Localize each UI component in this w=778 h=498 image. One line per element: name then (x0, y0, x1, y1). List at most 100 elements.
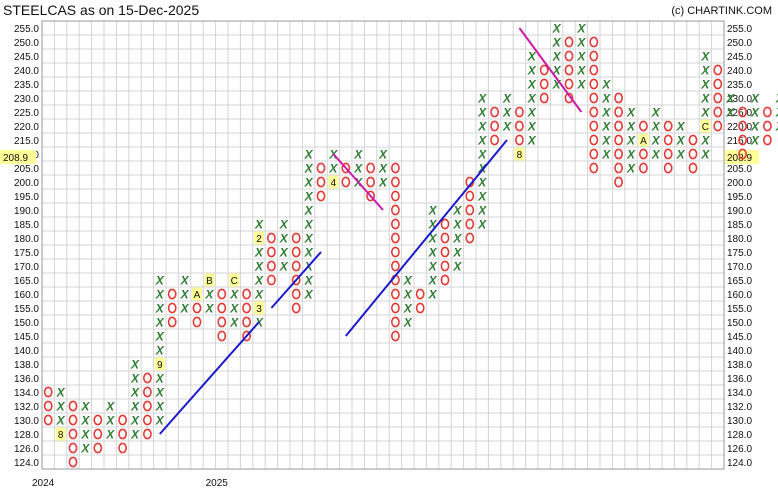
x-mark: X (254, 218, 264, 232)
x-mark: X (304, 148, 314, 162)
x-mark: X (626, 120, 636, 134)
month-marker-bg (204, 273, 215, 287)
x-mark: X (576, 36, 586, 50)
o-mark (390, 162, 400, 174)
x-mark: X (180, 288, 190, 302)
o-mark (341, 176, 351, 188)
y-tick-label: 140.0 (14, 346, 39, 357)
y-tick-label: 130.0 (14, 416, 39, 427)
y-tick-label: 140.0 (727, 346, 752, 357)
y-tick-label: 200.0 (727, 178, 752, 189)
y-tick-label: 195.0 (727, 192, 752, 203)
x-mark: X (676, 134, 686, 148)
x-mark: X (552, 22, 562, 36)
o-mark (316, 190, 326, 202)
month-marker: C (231, 276, 238, 287)
x-mark: X (601, 148, 611, 162)
y-tick-label: 155.0 (727, 304, 752, 315)
x-mark: X (452, 260, 462, 274)
o-mark (217, 316, 227, 328)
x-mark: X (328, 162, 338, 176)
o-mark (589, 36, 599, 48)
x-mark: X (428, 204, 438, 218)
y-tick-label: 128.0 (727, 430, 752, 441)
o-mark (68, 414, 78, 426)
o-mark (167, 302, 177, 314)
x-mark: X (254, 246, 264, 260)
x-mark: X (130, 414, 140, 428)
o-mark (390, 176, 400, 188)
x-mark: X (651, 106, 661, 120)
o-mark (43, 386, 53, 398)
o-mark (713, 64, 723, 76)
x-mark: X (428, 232, 438, 246)
x-mark: X (353, 162, 363, 176)
support-trendline (159, 321, 260, 435)
o-mark (316, 176, 326, 188)
x-mark: X (428, 246, 438, 260)
o-mark (465, 190, 475, 202)
x-mark: X (403, 288, 413, 302)
x-mark: X (254, 274, 264, 288)
x-mark: X (130, 386, 140, 400)
o-mark (266, 260, 276, 272)
y-tick-label: 138.0 (14, 360, 39, 371)
current-price-left: 208.9 (3, 153, 28, 164)
o-mark (390, 232, 400, 244)
o-mark (589, 106, 599, 118)
o-mark (614, 176, 623, 188)
x-mark: X (204, 302, 214, 316)
o-mark (440, 260, 450, 272)
o-mark (366, 176, 375, 188)
o-mark (142, 414, 152, 426)
o-mark (68, 400, 78, 412)
y-tick-label: 130.0 (727, 416, 752, 427)
o-mark (614, 134, 623, 146)
x-mark: X (452, 204, 462, 218)
y-tick-label: 190.0 (727, 206, 752, 217)
o-mark (539, 64, 549, 76)
x-axis-label: 2025 (206, 478, 229, 489)
o-mark (614, 120, 623, 132)
o-mark (266, 274, 276, 286)
x-mark: X (279, 260, 289, 274)
o-mark (539, 78, 549, 90)
o-mark (390, 260, 400, 272)
x-mark: X (279, 232, 289, 246)
x-mark: X (80, 442, 90, 456)
o-mark (118, 428, 127, 440)
o-mark (713, 106, 723, 118)
plot-border (41, 20, 725, 470)
x-mark: X (626, 134, 636, 148)
x-mark: X (477, 134, 487, 148)
x-mark: X (527, 134, 537, 148)
o-mark (167, 288, 177, 300)
month-marker-bg (254, 231, 264, 245)
y-tick-label: 155.0 (14, 304, 39, 315)
x-mark: X (155, 288, 165, 302)
x-mark: X (576, 22, 586, 36)
y-tick-label: 230.0 (727, 94, 752, 105)
o-mark (118, 414, 127, 426)
x-mark: X (105, 428, 115, 442)
x-mark: X (403, 316, 413, 330)
o-mark (366, 162, 375, 174)
x-mark: X (80, 400, 90, 414)
y-tick-label: 138.0 (727, 360, 752, 371)
x-mark: X (155, 316, 165, 330)
x-mark: X (552, 50, 562, 64)
x-mark: X (576, 64, 586, 78)
current-price-bg-right (725, 150, 759, 165)
x-mark: X (130, 358, 140, 372)
y-tick-label: 195.0 (14, 192, 39, 203)
o-mark (688, 134, 698, 146)
o-mark (316, 162, 326, 174)
y-tick-label: 205.0 (14, 164, 39, 175)
o-mark (763, 134, 772, 146)
o-mark (242, 316, 251, 328)
x-mark: X (552, 36, 562, 50)
o-mark (713, 78, 723, 90)
y-tick-label: 220.0 (14, 122, 39, 133)
x-mark: X (229, 316, 239, 330)
